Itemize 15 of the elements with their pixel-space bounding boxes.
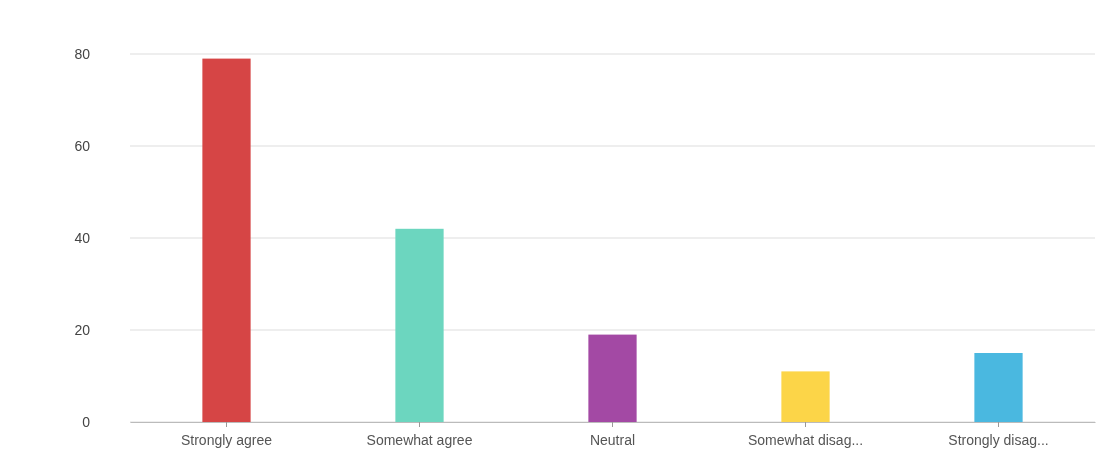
x-tick-label: Somewhat agree bbox=[366, 432, 473, 449]
bar bbox=[781, 371, 830, 422]
x-tick-label: Strongly agree bbox=[180, 432, 273, 449]
x-tick-label: Neutral bbox=[589, 432, 636, 449]
y-tick-label: 40 bbox=[74, 229, 91, 246]
bar bbox=[395, 228, 444, 422]
y-tick-label: 80 bbox=[74, 45, 91, 62]
x-tick-label: Somewhat disag... bbox=[747, 432, 864, 449]
y-tick-label: 0 bbox=[82, 413, 91, 430]
bar bbox=[202, 58, 251, 422]
x-tick-label: Strongly disag... bbox=[948, 432, 1049, 449]
y-tick-label: 20 bbox=[74, 321, 91, 338]
bar bbox=[974, 353, 1023, 422]
y-tick-label: 60 bbox=[74, 137, 91, 154]
bar bbox=[588, 334, 637, 422]
